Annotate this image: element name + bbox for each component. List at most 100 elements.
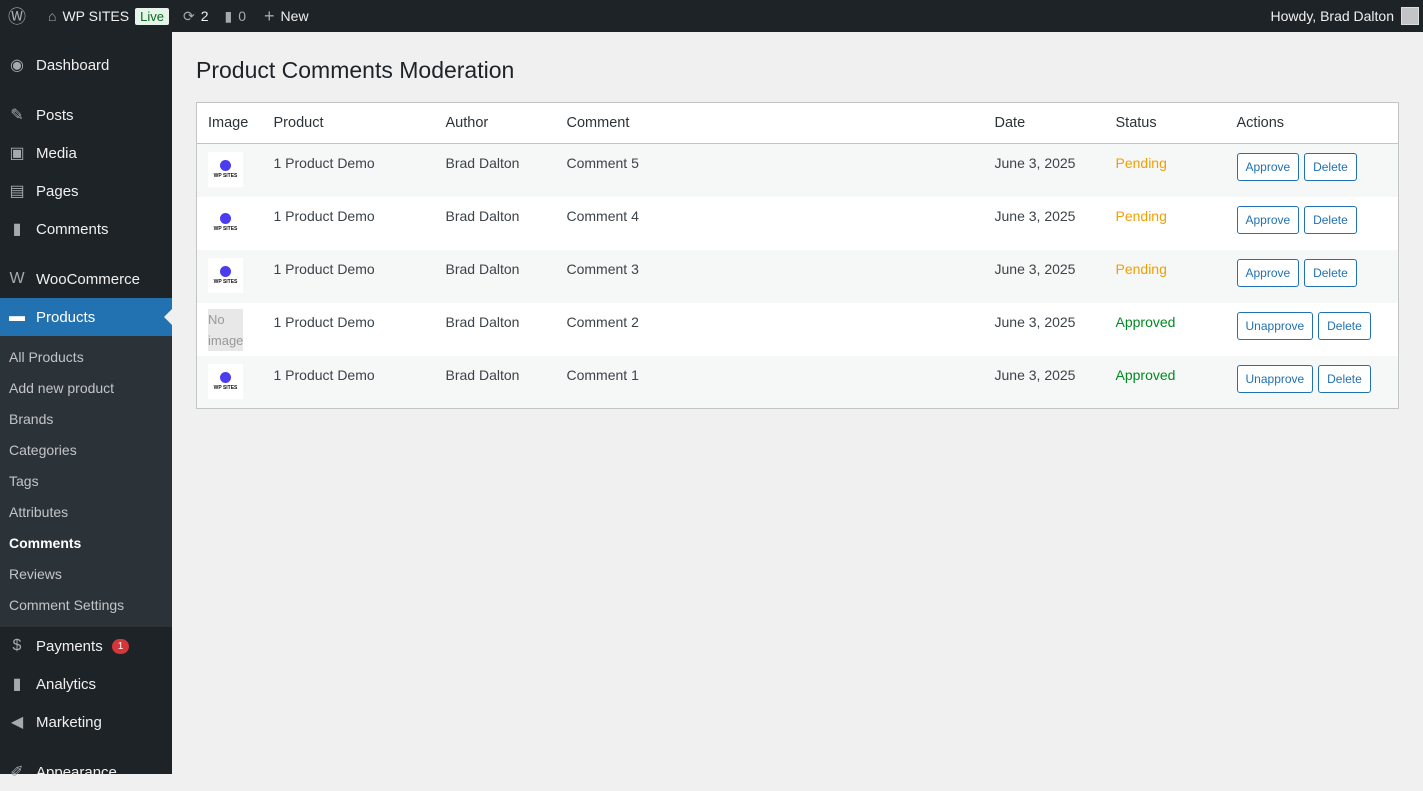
approve-button[interactable]: Approve (1236, 258, 1300, 287)
chart-icon: ▮ (12, 676, 22, 693)
updates-link[interactable]: ⟳ 2 (183, 0, 209, 32)
site-name-link[interactable]: ⌂ WP SITES Live (48, 0, 169, 32)
approve-button[interactable]: Approve (1236, 153, 1300, 181)
dashboard-icon: ◉ (10, 57, 24, 74)
product-cell: 1 Product Demo (273, 207, 375, 224)
sidebar-item-comments[interactable]: ▮ Comments (0, 210, 172, 248)
sidebar-item-label: Dashboard (36, 56, 110, 74)
column-header-date: Date (983, 102, 1105, 144)
image-cell: WP SITES (197, 144, 263, 197)
table-row: WP SITES 1 Product Demo Brad Dalton Comm… (197, 197, 1399, 250)
approve-button[interactable]: Approve (1236, 205, 1300, 234)
actions-cell: Unapprove Delete (1226, 356, 1399, 409)
unapprove-button[interactable]: Unapprove (1236, 364, 1314, 393)
status-badge: Approved (1115, 366, 1176, 383)
author-cell: Brad Dalton (445, 207, 520, 224)
image-cell: WP SITES (197, 250, 263, 303)
table-row: WP SITES 1 Product Demo Brad Dalton Comm… (196, 249, 1399, 303)
sidebar-item-posts[interactable]: ✎ Posts (0, 96, 172, 134)
refresh-icon: ⟳ (182, 7, 195, 24)
comment-cell: Comment 2 (566, 313, 639, 330)
product-cell: 1 Product Demo (273, 155, 375, 171)
archive-icon: ▬ (9, 308, 25, 325)
new-label: New (280, 8, 309, 24)
product-thumbnail: WP SITES (208, 363, 243, 399)
live-badge: Live (135, 7, 169, 25)
delete-button[interactable]: Delete (1318, 311, 1371, 340)
home-icon: ⌂ (48, 8, 57, 24)
sidebar-item-payments[interactable]: $ Payments 1 (0, 627, 172, 665)
comments-table: Image Product Author Comment Date Status Actio… (196, 102, 1399, 409)
sidebar-item-label: WooCommerce (36, 270, 140, 288)
product-thumbnail: WP SITES (208, 257, 243, 293)
plus-icon: + (264, 5, 275, 26)
column-header-actions: Actions (1225, 102, 1399, 144)
delete-button[interactable]: Delete (1304, 153, 1357, 181)
comment-cell: Comment 4 (566, 207, 639, 224)
unapprove-button[interactable]: Unapprove (1236, 311, 1314, 340)
sidebar-item-analytics[interactable]: ▮ Analytics (0, 665, 172, 703)
sidebar-item-media[interactable]: ▣ Media (0, 134, 172, 172)
author-cell: Brad Dalton (445, 155, 520, 171)
logo-text: WP SITES (213, 225, 238, 232)
delete-button[interactable]: Delete (1304, 205, 1357, 234)
submenu-item-comment-settings[interactable]: Comment Settings (9, 597, 125, 613)
author-cell: Brad Dalton (445, 313, 520, 330)
image-cell: No image (197, 303, 263, 356)
product-thumbnail: WP SITES (208, 152, 243, 187)
submenu-item-reviews[interactable]: Reviews (9, 566, 62, 582)
brush-icon: ✐ (10, 764, 24, 781)
wordpress-logo-icon[interactable]: Ⓦ (8, 7, 26, 27)
column-header-comment: Comment (555, 102, 984, 144)
sidebar-item-marketing[interactable]: ◀ Marketing (0, 703, 172, 741)
sidebar-item-products[interactable]: ▬ Products (0, 298, 172, 336)
image-cell: WP SITES (197, 356, 263, 409)
account-menu[interactable]: Howdy, Brad Dalton (1271, 0, 1419, 32)
dollar-icon: $ (12, 637, 22, 654)
submenu-item-add-new-product[interactable]: Add new product (9, 380, 115, 396)
sidebar-item-woocommerce[interactable]: W WooCommerce (0, 260, 172, 298)
status-badge: Pending (1115, 207, 1167, 224)
submenu-item-attributes[interactable]: Attributes (9, 504, 69, 520)
admin-bar: Ⓦ ⌂ WP SITES Live ⟳ 2 ▮ 0 + New Howdy, Brad D… (0, 0, 1423, 32)
wp-sites-logo-icon (220, 265, 231, 277)
howdy-text: Howdy, Brad Dalton (1270, 8, 1394, 24)
logo-text: WP SITES (213, 278, 238, 285)
product-cell: 1 Product Demo (273, 313, 375, 330)
date-cell: June 3, 2025 (994, 366, 1076, 383)
column-header-author: Author (434, 102, 556, 144)
sidebar-item-label: Pages (36, 182, 79, 200)
table-row: No image 1 Product Demo Brad Dalton Comm… (197, 303, 1399, 356)
woocommerce-icon: W (9, 270, 25, 287)
author-cell: Brad Dalton (445, 260, 520, 277)
sidebar-item-label: Media (36, 144, 77, 162)
submenu-item-brands[interactable]: Brands (9, 411, 54, 427)
sidebar-item-dashboard[interactable]: ◉ Dashboard (0, 46, 172, 84)
table-row: WP SITES 1 Product Demo Brad Dalton Comm… (196, 355, 1399, 409)
sidebar-item-appearance[interactable]: ✐ Appearance (0, 753, 172, 791)
sidebar-item-label: Comments (36, 220, 109, 238)
date-cell: June 3, 2025 (994, 260, 1076, 277)
column-header-image: Image (196, 102, 263, 144)
submenu-item-categories[interactable]: Categories (9, 442, 77, 458)
product-cell: 1 Product Demo (273, 366, 375, 383)
product-cell: 1 Product Demo (273, 260, 375, 277)
comment-cell: Comment 3 (566, 260, 639, 277)
column-header-status: Status (1104, 102, 1226, 144)
new-content-link[interactable]: + New (264, 0, 309, 32)
megaphone-icon: ◀ (10, 714, 24, 731)
column-header-product: Product (262, 102, 435, 144)
actions-cell: Unapprove Delete (1226, 303, 1399, 356)
sidebar-item-label: Payments (36, 637, 103, 655)
delete-button[interactable]: Delete (1304, 258, 1357, 287)
updates-count: 2 (200, 8, 209, 24)
comments-link[interactable]: ▮ 0 (225, 0, 247, 32)
submenu-item-comments[interactable]: Comments (9, 535, 82, 551)
submenu-item-all-products[interactable]: All Products (9, 349, 84, 365)
pages-icon: ▤ (9, 183, 25, 200)
delete-button[interactable]: Delete (1318, 364, 1371, 393)
sidebar-item-pages[interactable]: ▤ Pages (0, 172, 172, 210)
sidebar-item-label: Posts (36, 106, 74, 124)
date-cell: June 3, 2025 (994, 313, 1076, 330)
submenu-item-tags[interactable]: Tags (9, 473, 39, 489)
